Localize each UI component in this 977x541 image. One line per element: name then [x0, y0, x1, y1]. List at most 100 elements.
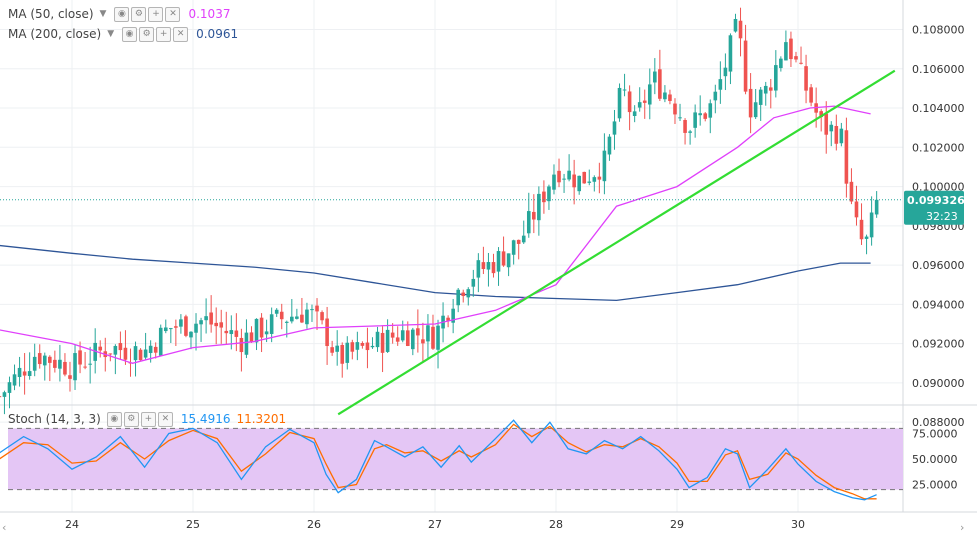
candle-body — [42, 355, 47, 366]
candle-body — [794, 56, 798, 60]
candle-body — [834, 125, 839, 144]
plus-icon[interactable]: + — [140, 411, 156, 427]
candle-body — [426, 325, 430, 342]
chevron-down-icon[interactable]: ▼ — [107, 29, 115, 39]
candle-body — [385, 329, 390, 352]
candle-body — [411, 329, 415, 350]
axes: 0.108000 0.106000 0.104000 0.102000 0.100000… — [2, 23, 965, 534]
candle-body — [627, 91, 632, 113]
candle-body — [189, 331, 193, 338]
candle-body — [612, 121, 617, 135]
candle-body — [269, 314, 274, 334]
time-tick-label: 29 — [670, 518, 684, 531]
price-tick-label: 0.092000 — [912, 338, 965, 351]
candle-body — [451, 308, 455, 323]
candle-body — [708, 103, 713, 118]
ma200-legend: MA (200, close) ▼ ◉ ⚙ + ✕ 0.0961 — [8, 25, 238, 43]
candle-body — [365, 342, 370, 351]
candle-body — [839, 128, 844, 144]
candle-body — [48, 356, 52, 363]
candle-body — [859, 219, 864, 240]
price-tick-label: 0.088000 — [912, 416, 965, 429]
candle-body — [179, 319, 183, 327]
candle-body — [486, 262, 491, 270]
chevron-left-icon[interactable]: ‹ — [2, 521, 6, 534]
candle-body — [693, 112, 697, 128]
candle-body — [703, 113, 708, 119]
candle-body — [809, 87, 813, 103]
candle-body — [436, 325, 440, 350]
candle-body — [532, 211, 536, 220]
chevron-down-icon[interactable]: ▼ — [99, 9, 107, 19]
trendline-segment[interactable] — [337, 69, 896, 416]
chevron-right-icon[interactable]: › — [960, 521, 964, 534]
candle-body — [163, 327, 168, 332]
candle-body — [7, 382, 12, 393]
candle-body — [799, 62, 803, 64]
candle-body — [88, 363, 92, 365]
candle-body — [663, 92, 667, 100]
candle-body — [461, 292, 466, 297]
candle-body — [315, 305, 319, 312]
candle-body — [501, 251, 506, 266]
candle-body — [184, 316, 188, 336]
gear-icon[interactable]: ⚙ — [139, 26, 155, 42]
price-tick-label: 0.100000 — [912, 181, 965, 194]
candle-body — [774, 65, 778, 91]
price-badge-countdown: 32:23 — [926, 210, 958, 223]
close-icon[interactable]: ✕ — [165, 6, 181, 22]
stoch-tick-label: 75.0000 — [912, 428, 958, 441]
candle-body — [204, 316, 208, 321]
candle-body — [567, 170, 571, 180]
candle-body — [733, 18, 738, 32]
candle-body — [582, 171, 587, 184]
gear-icon[interactable]: ⚙ — [131, 6, 147, 22]
candle-body — [713, 91, 718, 101]
candle-body — [345, 342, 350, 363]
candle-body — [219, 322, 224, 328]
candle-body — [446, 317, 450, 321]
eye-icon[interactable]: ◉ — [106, 411, 122, 427]
candle-body — [617, 87, 622, 119]
candle-body — [597, 176, 602, 180]
trendline[interactable] — [0, 69, 903, 416]
candle-body — [370, 345, 375, 348]
candle-body — [658, 69, 662, 99]
candle-body — [698, 113, 702, 116]
candle-body — [83, 366, 87, 368]
candle-body — [632, 111, 637, 116]
candle-body — [728, 35, 733, 72]
candle-body — [239, 337, 244, 353]
close-icon[interactable]: ✕ — [173, 26, 189, 42]
candle-body — [330, 347, 334, 353]
ma200-line — [0, 244, 871, 302]
ma200-path — [0, 244, 871, 302]
candle-body — [138, 349, 143, 361]
eye-icon[interactable]: ◉ — [122, 26, 138, 42]
candle-body — [562, 178, 566, 180]
candle-body — [254, 318, 259, 343]
price-badge-value: 0.099326 — [907, 194, 965, 207]
candle-body — [214, 322, 218, 327]
close-icon[interactable]: ✕ — [157, 411, 173, 427]
plus-icon[interactable]: + — [148, 6, 164, 22]
candle-body — [350, 342, 355, 352]
candle-body — [471, 278, 476, 287]
candle-body — [849, 181, 854, 202]
eye-icon[interactable]: ◉ — [114, 6, 130, 22]
candle-body — [58, 359, 62, 369]
candles — [0, 7, 879, 415]
candle-body — [93, 342, 97, 361]
candle-body — [577, 175, 581, 192]
candle-body — [335, 345, 339, 352]
plus-icon[interactable]: + — [156, 26, 172, 42]
candle-body — [789, 38, 793, 60]
candle-body — [234, 330, 239, 337]
gear-icon[interactable]: ⚙ — [123, 411, 139, 427]
candle-body — [869, 212, 874, 238]
candle-body — [274, 309, 279, 314]
candle-body — [310, 309, 314, 311]
price-tick-label: 0.106000 — [912, 63, 965, 76]
